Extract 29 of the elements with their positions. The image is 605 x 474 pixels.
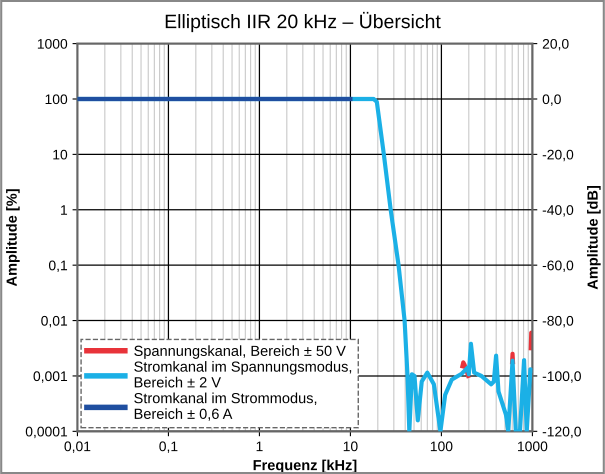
y-tick-label: 10 (53, 150, 68, 160)
chart-title: Elliptisch IIR 20 kHz – Übersicht (166, 12, 441, 32)
y-tick-label: 0,001 (34, 371, 68, 383)
y-tick-label: 0,01 (41, 316, 68, 328)
y2-axis-title: Amplitude [dB] (587, 186, 601, 290)
legend-label: Spannungskanal, Bereich ± 50 V (134, 345, 346, 359)
y2-tick-label: -20,0 (542, 150, 574, 162)
x-tick-label: 1 (256, 442, 263, 452)
y2-tick-label: -100,0 (542, 371, 581, 383)
y-axis-title: Amplitude [%] (6, 189, 20, 286)
x-tick-label: 100 (430, 441, 452, 452)
x-tick-label: 0,01 (64, 441, 90, 453)
x-tick-label: 0,1 (159, 441, 178, 453)
y2-tick-label: -40,0 (542, 205, 574, 217)
y-tick-label: 100 (46, 94, 68, 104)
x-tick-label: 10 (344, 441, 358, 452)
y2-tick-label: -80,0 (542, 316, 574, 328)
y2-tick-label: 20,0 (542, 38, 569, 50)
legend-label: Stromkanal im Strommodus, Bereich ± 0,6 A (134, 392, 316, 421)
y-tick-label: 0,1 (48, 260, 68, 272)
x-axis-title: Frequenz [kHz] (254, 460, 356, 474)
y2-tick-label: -60,0 (542, 260, 574, 272)
x-tick-label: 1000 (518, 441, 548, 452)
y-tick-label: 1000 (38, 38, 68, 49)
y2-tick-label: 0,0 (542, 94, 561, 106)
y-tick-label: 1 (61, 205, 68, 215)
y-tick-label: 0,0001 (26, 426, 68, 438)
legend-label: Stromkanal im Spannungsmodus, Bereich ± 2 V (134, 361, 352, 388)
y2-tick-label: -120,0 (542, 426, 581, 438)
